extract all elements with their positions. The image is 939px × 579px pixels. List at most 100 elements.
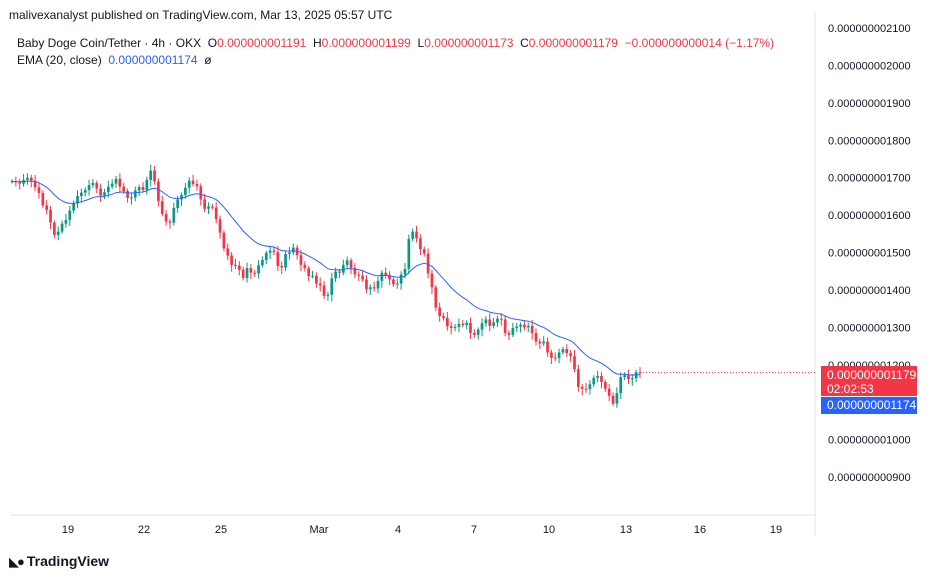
candle [484, 316, 488, 327]
candle [357, 271, 361, 281]
candle [573, 350, 576, 373]
candle [507, 330, 511, 341]
candle [465, 320, 468, 330]
candle [561, 346, 565, 355]
ema-visibility-icon[interactable]: ø [204, 53, 212, 67]
candle [611, 392, 615, 406]
candle [49, 206, 52, 229]
candle [596, 370, 599, 383]
candle [376, 276, 380, 294]
candle [218, 215, 222, 239]
candle [26, 173, 29, 185]
tradingview-logo-icon: ◣● [9, 554, 25, 569]
candle [168, 218, 172, 229]
candle [33, 175, 37, 192]
candle [37, 183, 41, 199]
candlesticks [10, 164, 815, 408]
time-tick-label: 16 [694, 524, 706, 536]
change-value: −0.000000000014 (−1.17%) [624, 36, 775, 50]
candle [557, 348, 561, 364]
candle [245, 262, 249, 283]
candle [430, 269, 434, 295]
candle [160, 195, 164, 217]
candle [388, 271, 391, 286]
last-price-tag: 0.000000001179 02:02:53 [821, 366, 917, 396]
candle [295, 245, 299, 260]
candle [553, 352, 557, 362]
candle [630, 374, 634, 386]
candle [515, 322, 519, 333]
symbol-legend[interactable]: Baby Doge Coin/Tether · 4h · OKX O 0.0000… [17, 36, 774, 50]
candle [60, 220, 64, 234]
candle [345, 256, 349, 270]
candle [172, 202, 176, 226]
open-label: O [207, 36, 218, 50]
candle [157, 178, 160, 207]
candle [264, 250, 268, 265]
candle [249, 264, 253, 280]
tradingview-logo[interactable]: ◣● TradingView [9, 553, 109, 570]
time-tick-label: 22 [138, 524, 150, 536]
candle [145, 176, 149, 195]
candle [41, 190, 45, 208]
high-value: 0.000000001199 [321, 36, 411, 50]
price-axis[interactable]: 0.0000000009000.0000000010000.0000000011… [814, 12, 911, 536]
candle [415, 225, 418, 243]
candle [268, 245, 272, 259]
candle [137, 184, 141, 197]
candle [542, 335, 546, 347]
candle [422, 246, 426, 257]
ema-label: EMA (20, close) [17, 53, 102, 67]
candle [426, 248, 430, 279]
candle [550, 349, 553, 365]
candle [184, 182, 187, 199]
price-tick-label: 0.000000001800 [828, 135, 911, 147]
price-tick-label: 0.000000001700 [828, 173, 911, 185]
candle [584, 383, 588, 393]
candle [392, 277, 395, 287]
low-label: L [417, 36, 425, 50]
time-axis[interactable]: 19 22 25 Mar 4 7 10 13 16 19 [10, 514, 815, 536]
candle [546, 337, 549, 357]
candle [276, 246, 280, 271]
candle [191, 174, 195, 187]
candle [322, 280, 326, 299]
candle [83, 187, 87, 197]
candle [99, 183, 102, 202]
candle [114, 175, 118, 188]
candle [434, 285, 438, 312]
candle [476, 327, 480, 340]
candle [492, 317, 495, 329]
candle [234, 258, 237, 270]
candle [499, 313, 503, 326]
candle [349, 258, 353, 275]
candle [588, 380, 592, 395]
price-tick-label: 0.000000001000 [828, 435, 911, 447]
candle [315, 272, 318, 288]
candle [449, 321, 453, 335]
candle [607, 383, 611, 402]
candle [68, 206, 72, 226]
candle [511, 322, 515, 338]
candle [453, 323, 457, 332]
candle [384, 267, 388, 279]
candle [207, 202, 210, 214]
time-tick-label: 25 [215, 524, 227, 536]
ema-legend[interactable]: EMA (20, close) 0.000000001174 ø [17, 53, 212, 67]
candle [368, 284, 372, 296]
symbol-title: Baby Doge Coin/Tether · 4h · OKX [17, 36, 202, 50]
time-tick-label: Mar [310, 524, 329, 536]
candle [56, 226, 60, 241]
high-label: H [312, 36, 322, 50]
candle [365, 274, 368, 294]
low-value: 0.000000001173 [424, 36, 514, 50]
candle [318, 277, 322, 292]
candle [472, 329, 476, 338]
time-tick-label: 19 [62, 524, 74, 536]
candle [530, 319, 534, 340]
candle [565, 344, 569, 358]
candle [110, 179, 114, 189]
candle [118, 173, 122, 193]
candle [488, 313, 492, 332]
